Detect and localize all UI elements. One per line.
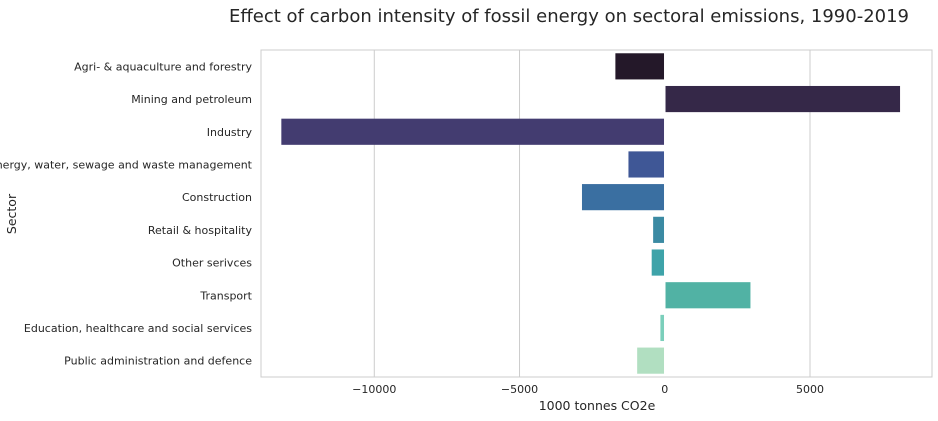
y-tick-label: Public administration and defence <box>64 355 252 368</box>
bar <box>637 347 665 374</box>
x-tick-label: −5000 <box>501 383 538 396</box>
y-tick-label: Education, healthcare and social service… <box>24 322 252 335</box>
bar <box>653 216 665 243</box>
y-tick-label: Mining and petroleum <box>131 93 252 106</box>
x-tick-label: 5000 <box>796 383 824 396</box>
y-tick-label: Agri- & aquaculture and forestry <box>74 60 252 73</box>
bar <box>664 85 901 113</box>
x-tick-label: 0 <box>661 383 668 396</box>
bar <box>628 151 665 178</box>
x-axis-label: 1000 tonnes CO2e <box>539 398 656 413</box>
plot-frame <box>260 49 933 378</box>
bars <box>281 50 901 377</box>
bar <box>664 282 751 309</box>
y-tick-label: Transport <box>199 289 252 302</box>
x-tick-labels: −10000 −5000 0 5000 <box>352 383 824 396</box>
y-tick-labels: Agri- & aquaculture and forestry Mining a… <box>0 60 253 367</box>
y-tick-label: Other serivces <box>172 257 252 270</box>
bar <box>615 53 665 80</box>
y-tick-label: Energy, water, sewage and waste manageme… <box>0 158 253 171</box>
chart-title: Effect of carbon intensity of fossil ene… <box>229 6 909 27</box>
bar <box>660 314 665 342</box>
y-axis-label: Sector <box>4 193 19 234</box>
bar <box>581 184 665 211</box>
y-tick-label: Industry <box>207 126 253 139</box>
bar <box>651 249 665 276</box>
y-tick-label: Construction <box>182 191 252 204</box>
y-tick-label: Retail & hospitality <box>148 224 253 237</box>
bar <box>281 118 665 145</box>
x-tick-label: −10000 <box>352 383 396 396</box>
